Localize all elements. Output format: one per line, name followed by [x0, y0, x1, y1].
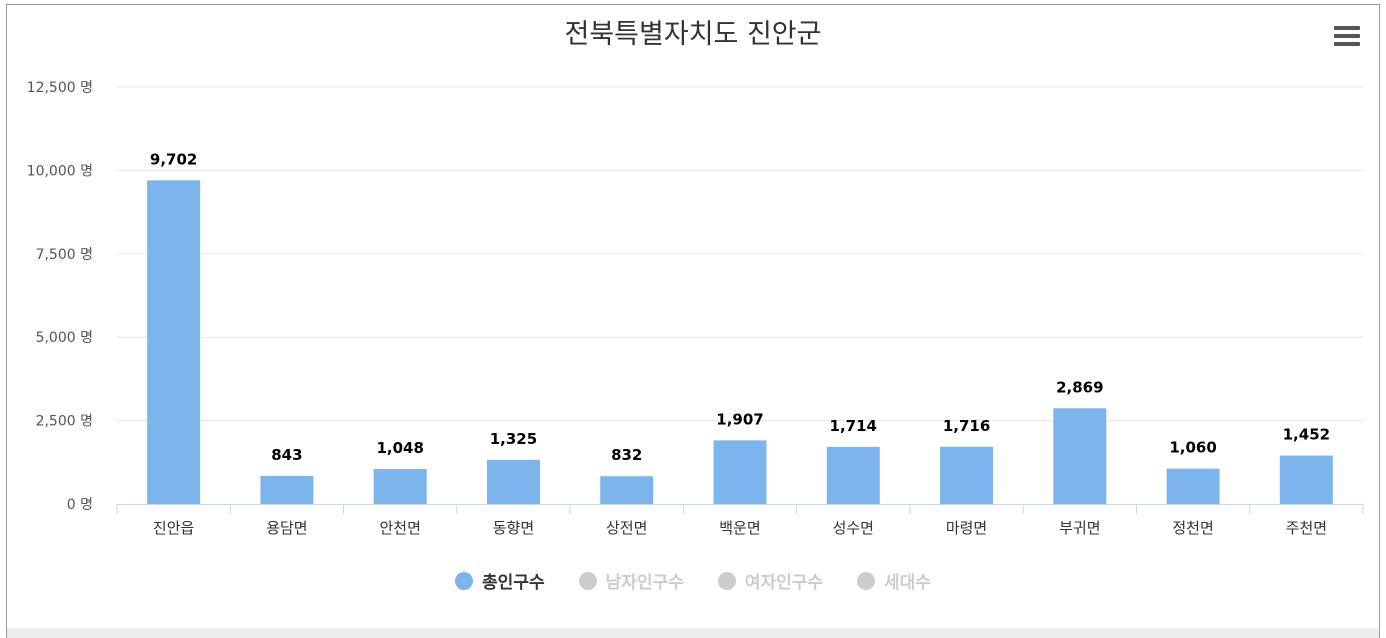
- bar-상전면: [600, 476, 654, 504]
- y-tick-label: 5,000 명: [36, 330, 93, 346]
- data-label: 843: [271, 446, 302, 464]
- x-tick-label: 동향면: [493, 519, 534, 537]
- x-tick-label: 용담면: [266, 519, 307, 537]
- legend-item[interactable]: 세대수: [857, 568, 931, 593]
- data-label: 832: [611, 446, 642, 464]
- bar-마령면: [940, 446, 994, 504]
- data-label: 1,048: [376, 439, 423, 457]
- y-tick-label: 7,500 명: [36, 247, 93, 263]
- data-label: 1,716: [943, 417, 990, 435]
- x-tick-label: 정천면: [1172, 519, 1213, 537]
- x-tick-label: 주천면: [1286, 519, 1327, 537]
- bar-성수면: [826, 446, 880, 504]
- data-label: 1,060: [1169, 439, 1216, 457]
- legend-label: 세대수: [884, 573, 931, 593]
- data-label: 1,452: [1283, 426, 1330, 444]
- bar-용담면: [260, 475, 314, 504]
- x-tick-label: 마령면: [946, 519, 987, 537]
- footer-strip: [7, 628, 1379, 638]
- bar-주천면: [1279, 455, 1333, 504]
- legend-item[interactable]: 총인구수: [455, 568, 545, 593]
- legend-marker-icon: [455, 571, 474, 590]
- x-tick-label: 상전면: [606, 519, 647, 537]
- y-tick-label: 2,500 명: [36, 414, 93, 430]
- bar-chart: 0 명 2,500 명 5,000 명 7,500 명 10,000 명 12,500 명…: [27, 80, 1364, 537]
- y-tick-label: 10,000 명: [27, 163, 93, 179]
- bar-동향면: [486, 459, 540, 504]
- bar-부귀면: [1053, 408, 1107, 504]
- y-tick-label: 12,500 명: [27, 80, 93, 96]
- data-label: 2,869: [1056, 378, 1103, 396]
- legend-label: 여자인구수: [744, 573, 824, 593]
- hamburger-menu-icon[interactable]: [1334, 26, 1360, 50]
- legend-marker-icon: [857, 571, 876, 590]
- chart-legend: 총인구수 남자인구수 여자인구수 세대수: [0, 568, 1386, 593]
- legend-item[interactable]: 여자인구수: [717, 568, 824, 593]
- legend-marker-icon: [717, 571, 736, 590]
- data-label: 9,702: [150, 150, 197, 168]
- data-label: 1,325: [490, 430, 537, 448]
- bar-안천면: [373, 469, 427, 504]
- chart-title: 전북특별자치도 진안군: [564, 19, 822, 50]
- legend-label: 남자인구수: [605, 573, 684, 593]
- y-tick-label: 0 명: [67, 497, 93, 513]
- data-label: 1,907: [716, 410, 763, 428]
- bar-진안읍: [147, 180, 201, 504]
- x-tick-label: 부귀면: [1059, 519, 1100, 537]
- legend-label: 총인구수: [482, 573, 545, 593]
- x-tick-label: 진안읍: [153, 519, 194, 537]
- bar-정천면: [1166, 468, 1220, 504]
- x-tick-label: 안천면: [379, 519, 420, 537]
- legend-item[interactable]: 남자인구수: [578, 568, 684, 593]
- chart-container: [6, 4, 1380, 638]
- legend-marker-icon: [578, 571, 597, 590]
- x-tick-label: 성수면: [833, 519, 874, 537]
- x-tick-label: 백운면: [719, 519, 760, 537]
- data-label: 1,714: [830, 417, 877, 435]
- bar-백운면: [713, 440, 767, 504]
